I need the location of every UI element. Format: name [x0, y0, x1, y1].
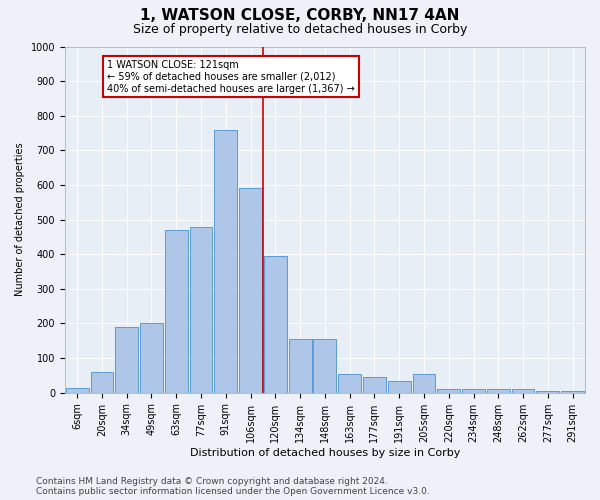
Bar	[512, 390, 535, 392]
Text: Contains HM Land Registry data © Crown copyright and database right 2024.
Contai: Contains HM Land Registry data © Crown c…	[36, 476, 430, 496]
Bar	[363, 377, 386, 392]
Text: Size of property relative to detached houses in Corby: Size of property relative to detached ho…	[133, 22, 467, 36]
Bar	[115, 327, 138, 392]
Bar	[289, 339, 311, 392]
Bar	[338, 374, 361, 392]
Bar	[165, 230, 188, 392]
Bar	[214, 130, 237, 392]
Bar	[313, 339, 336, 392]
Bar	[140, 324, 163, 392]
Bar	[561, 391, 584, 392]
Bar	[487, 390, 509, 392]
X-axis label: Distribution of detached houses by size in Corby: Distribution of detached houses by size …	[190, 448, 460, 458]
Bar	[264, 256, 287, 392]
Bar	[66, 388, 89, 392]
Text: 1, WATSON CLOSE, CORBY, NN17 4AN: 1, WATSON CLOSE, CORBY, NN17 4AN	[140, 8, 460, 22]
Text: 1 WATSON CLOSE: 121sqm
← 59% of detached houses are smaller (2,012)
40% of semi-: 1 WATSON CLOSE: 121sqm ← 59% of detached…	[107, 60, 355, 94]
Bar	[91, 372, 113, 392]
Bar	[413, 374, 436, 392]
Bar	[437, 390, 460, 392]
Bar	[239, 188, 262, 392]
Bar	[462, 390, 485, 392]
Bar	[190, 226, 212, 392]
Y-axis label: Number of detached properties: Number of detached properties	[15, 143, 25, 296]
Bar	[388, 380, 410, 392]
Bar	[536, 391, 559, 392]
